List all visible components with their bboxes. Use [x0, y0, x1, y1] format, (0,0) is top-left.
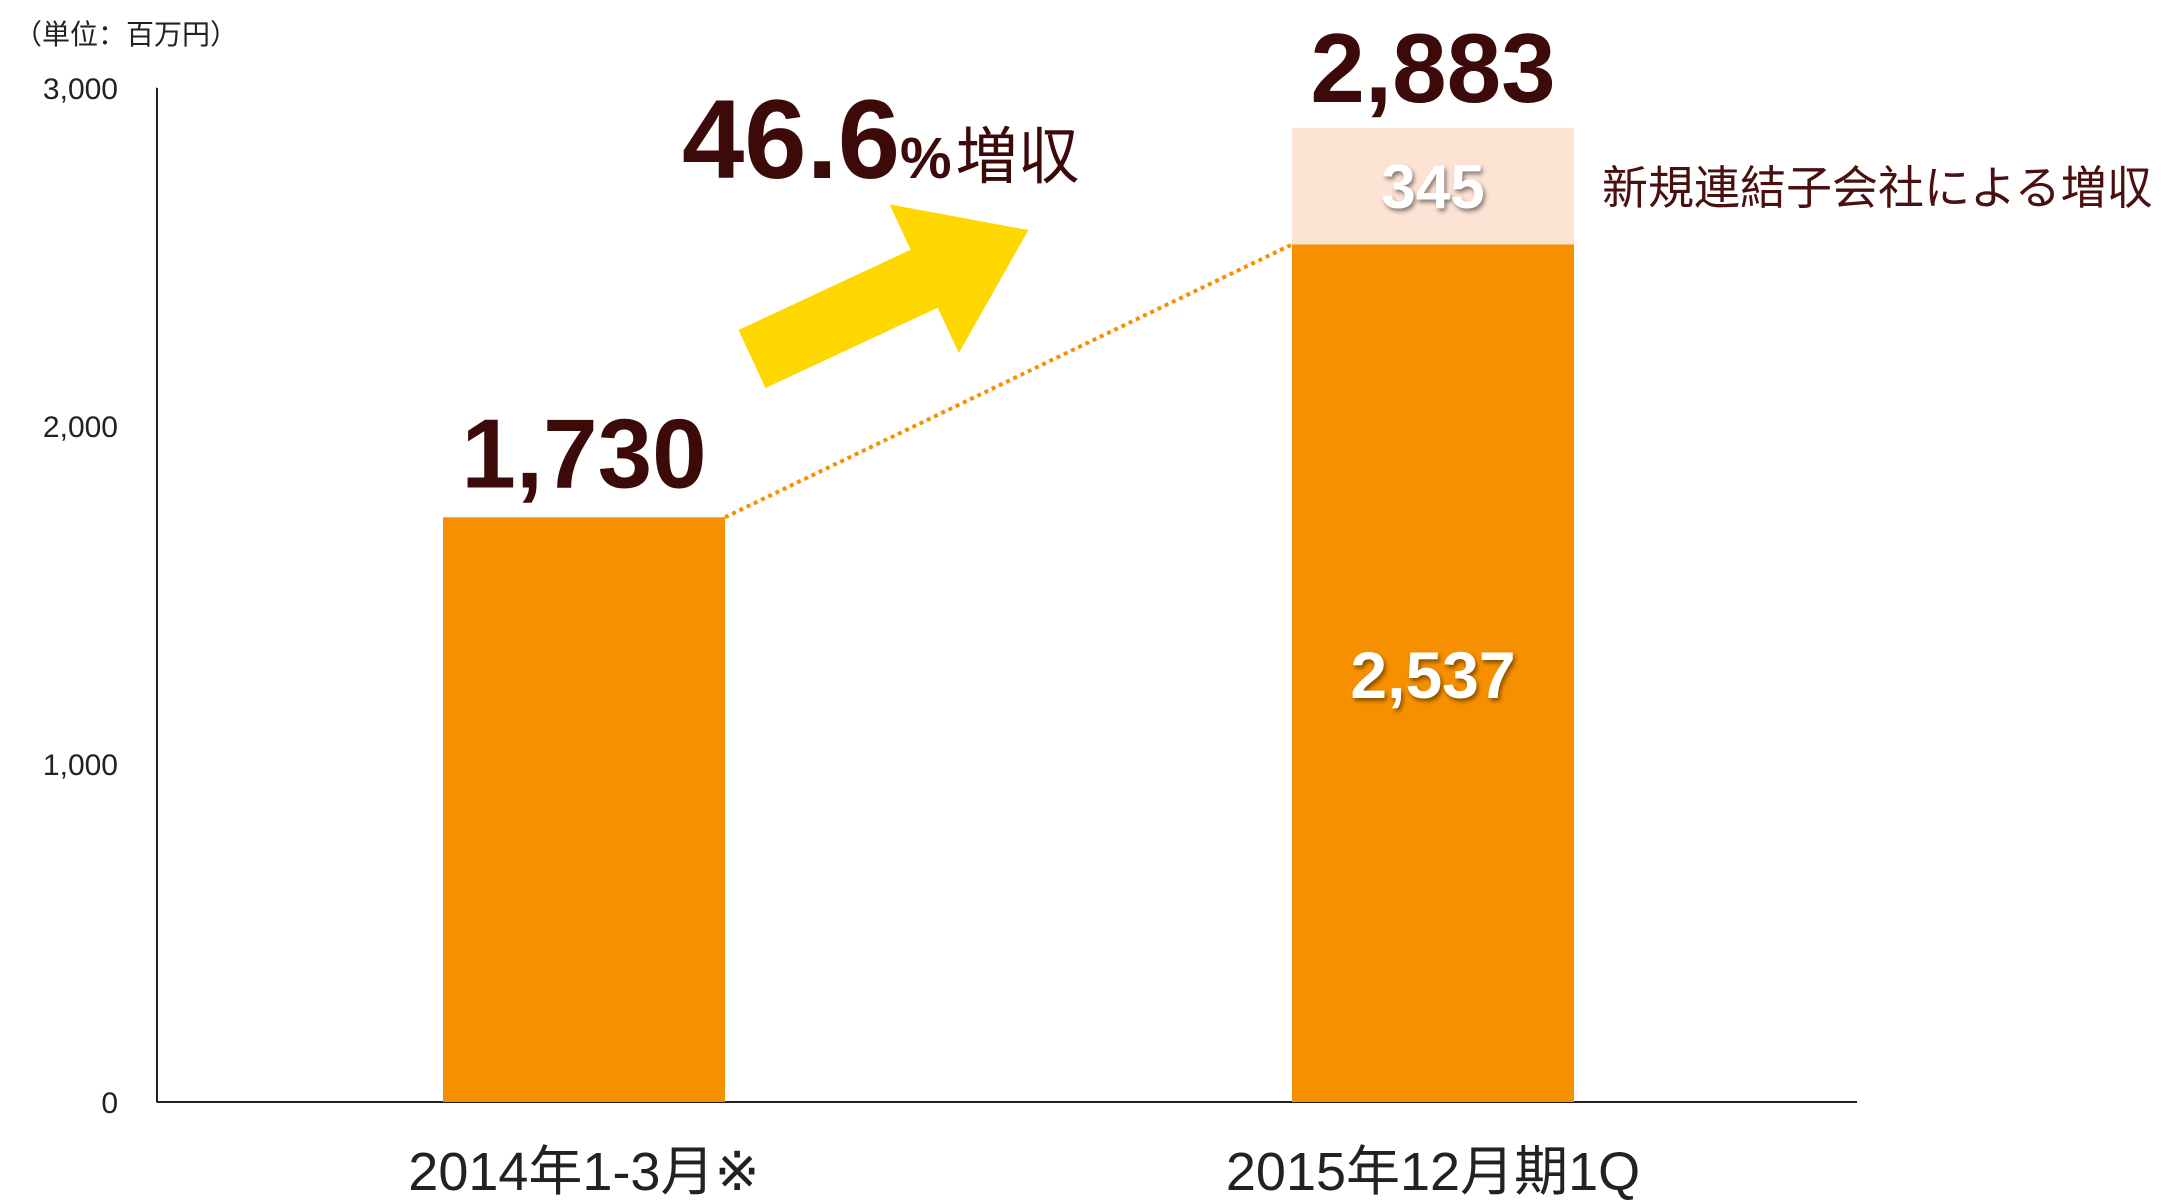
y-tick-label: 0 — [101, 1087, 118, 1120]
unit-label: （単位：百万円） — [14, 19, 238, 50]
y-tick-label: 1,000 — [43, 749, 118, 782]
bar-segment — [1292, 244, 1574, 1102]
x-tick-label: 2015年12月期1Q — [1226, 1142, 1640, 1201]
bar-segment — [443, 517, 725, 1102]
y-tick-label: 3,000 — [43, 73, 118, 106]
connector — [724, 242, 1293, 520]
growth-arrow — [738, 204, 1029, 389]
x-tick-label: 2014年1-3月※ — [408, 1142, 759, 1201]
total-label: 2,883 — [1310, 13, 1555, 123]
growth-annotation: 46.6%増収 — [682, 77, 1080, 202]
value-label: 1,730 — [461, 398, 706, 508]
growth-value: 46.6 — [682, 77, 900, 202]
value-label: 2,537 — [1350, 638, 1515, 712]
y-tick-label: 2,000 — [43, 411, 118, 444]
growth-text: 増収 — [956, 123, 1080, 192]
growth-unit: % — [900, 126, 952, 191]
series-label: 新規連結子会社による増収 — [1602, 162, 2153, 214]
bar-segment — [1292, 127, 1574, 245]
value-label: 345 — [1381, 153, 1484, 222]
